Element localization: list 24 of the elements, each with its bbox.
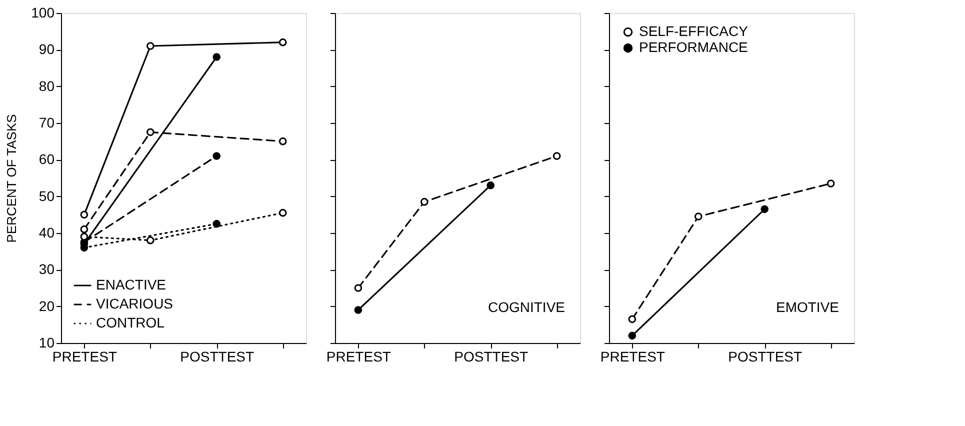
y-tick-label: 10: [38, 334, 55, 350]
legend-label: PERFORMANCE: [639, 39, 748, 55]
y-tick-label: 20: [38, 298, 55, 314]
x-tick-label: POSTTEST: [728, 348, 802, 364]
legend-label: CONTROL: [96, 314, 165, 330]
annotation: COGNITIVE: [488, 299, 565, 315]
annotation: EMOTIVE: [776, 299, 839, 315]
legend-label: ENACTIVE: [96, 276, 166, 292]
x-tick-label: PRETEST: [326, 348, 392, 364]
legend-label: SELF-EFFICACY: [639, 23, 749, 39]
y-tick-label: 60: [38, 151, 55, 168]
y-tick-label: 70: [38, 114, 55, 130]
y-tick-label: 50: [38, 188, 55, 204]
y-tick-label: 90: [38, 41, 55, 58]
x-tick-label: POSTTEST: [180, 348, 254, 364]
x-tick-label: PRETEST: [600, 348, 666, 364]
y-tick-label: 30: [38, 261, 55, 278]
y-axis-title: PERCENT OF TASKS: [4, 114, 20, 243]
y-tick-label: 100: [31, 4, 55, 20]
legend-label: VICARIOUS: [96, 296, 174, 312]
x-tick-label: PRETEST: [52, 348, 118, 364]
y-tick-label: 80: [38, 78, 55, 94]
y-tick-label: 40: [38, 224, 55, 240]
x-tick-label: POSTTEST: [454, 348, 528, 364]
